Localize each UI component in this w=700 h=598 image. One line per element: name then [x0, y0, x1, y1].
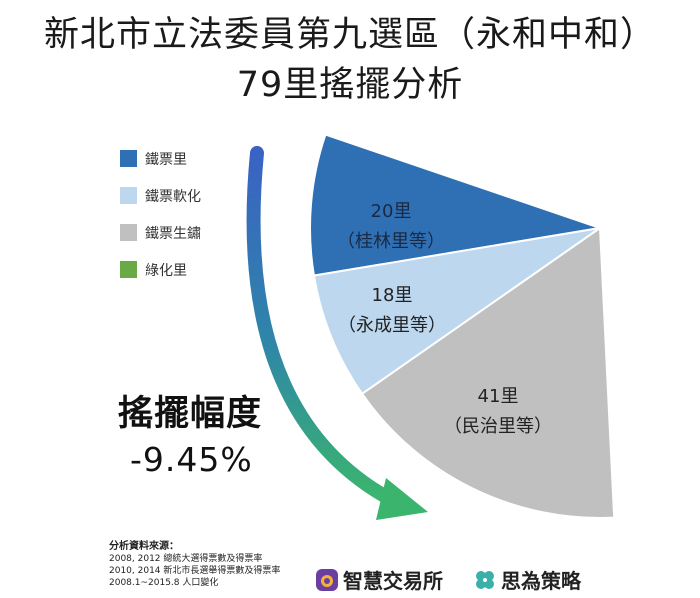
- brand-name: 思為策略: [501, 569, 581, 593]
- slice-example-label-iron: （桂林里等）: [337, 231, 445, 252]
- pie-slice-iron: [309, 133, 601, 277]
- chart-title-line2: 79里搖擺分析: [236, 65, 464, 105]
- pie-slice-softening: [312, 227, 601, 396]
- legend-swatch-softening: [120, 187, 137, 204]
- source-line: 2008, 2012 總統大選得票數及得票率: [109, 554, 263, 564]
- slice-count-label-rusting: 41里: [478, 386, 519, 407]
- clover-logo-icon: [476, 570, 494, 589]
- slice-example-label-rusting: （民治里等）: [444, 416, 552, 437]
- chart-title-line1: 新北市立法委員第九選區（永和中和）: [43, 15, 656, 55]
- legend-label-green: 綠化里: [145, 263, 187, 279]
- legend-swatch-green: [120, 261, 137, 278]
- swing-value: -9.45%: [130, 440, 253, 479]
- swing-arrow: [246, 146, 395, 505]
- pie-slice-rusting: [360, 226, 616, 519]
- slice-count-label-iron: 20里: [371, 201, 412, 222]
- legend-swatch-iron: [120, 150, 137, 167]
- slice-example-label-softening: （永成里等）: [338, 315, 446, 336]
- brand-name: 智慧交易所: [343, 569, 443, 593]
- swing-arrowhead-icon: [376, 478, 428, 520]
- legend-label-softening: 鐵票軟化: [145, 189, 201, 205]
- brand-smart-exchange: 智慧交易所: [315, 565, 443, 594]
- legend-label-iron: 鐵票里: [145, 152, 187, 168]
- source-line: 2010, 2014 新北市長選舉得票數及得票率: [109, 566, 281, 576]
- owl-logo-icon: [316, 568, 338, 591]
- legend-swatch-rusting: [120, 224, 137, 241]
- slice-count-label-softening: 18里: [372, 285, 413, 306]
- data-sources: 分析資料來源： 2008, 2012 總統大選得票數及得票率 2010, 201…: [109, 541, 280, 589]
- swing-title: 搖擺幅度: [118, 394, 263, 434]
- brand-sway-strategy: 思為策略: [473, 565, 581, 594]
- legend-label-rusting: 鐵票生鏽: [145, 226, 201, 242]
- source-line: 2008.1~2015.8 人口變化: [109, 578, 219, 588]
- sources-heading: 分析資料來源：: [109, 541, 179, 552]
